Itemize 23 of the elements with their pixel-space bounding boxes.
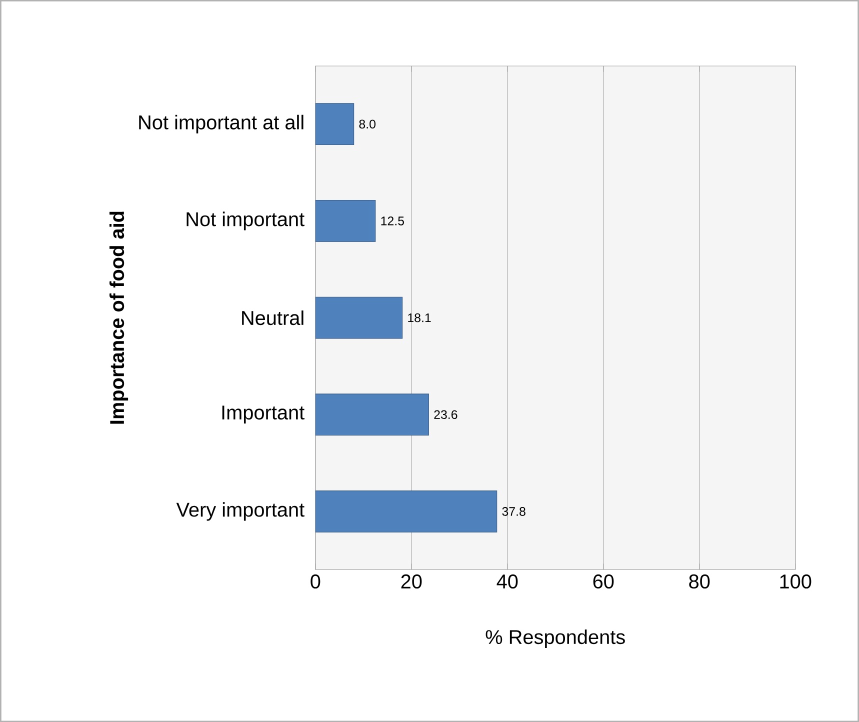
- bar: [315, 394, 429, 436]
- bar: [315, 200, 376, 242]
- y-axis-title: Importance of food aid: [109, 212, 128, 424]
- bar: [315, 490, 498, 532]
- data-label: 23.6: [434, 410, 458, 419]
- bar: [315, 296, 403, 339]
- data-label: 37.8: [502, 507, 526, 516]
- x-tick-label: 40: [496, 574, 518, 588]
- x-tick-label: 0: [310, 574, 320, 588]
- x-tick-label: 80: [689, 574, 710, 588]
- x-axis-title: % Respondents: [486, 629, 625, 648]
- y-tick-label: Very important: [176, 502, 304, 521]
- x-tick-label: 20: [401, 574, 422, 588]
- y-tick-label: Important: [222, 406, 304, 424]
- data-label: 12.5: [381, 216, 404, 226]
- bar: [315, 103, 354, 146]
- x-tick-label: 100: [780, 574, 812, 588]
- y-tick-label: Neutral: [242, 310, 304, 326]
- x-tick-label: 60: [593, 574, 614, 588]
- y-tick-label: Not important: [186, 212, 304, 230]
- y-tick-label: Not important at all: [139, 114, 304, 134]
- data-label: 18.1: [408, 313, 431, 322]
- data-label: 8.0: [359, 120, 376, 128]
